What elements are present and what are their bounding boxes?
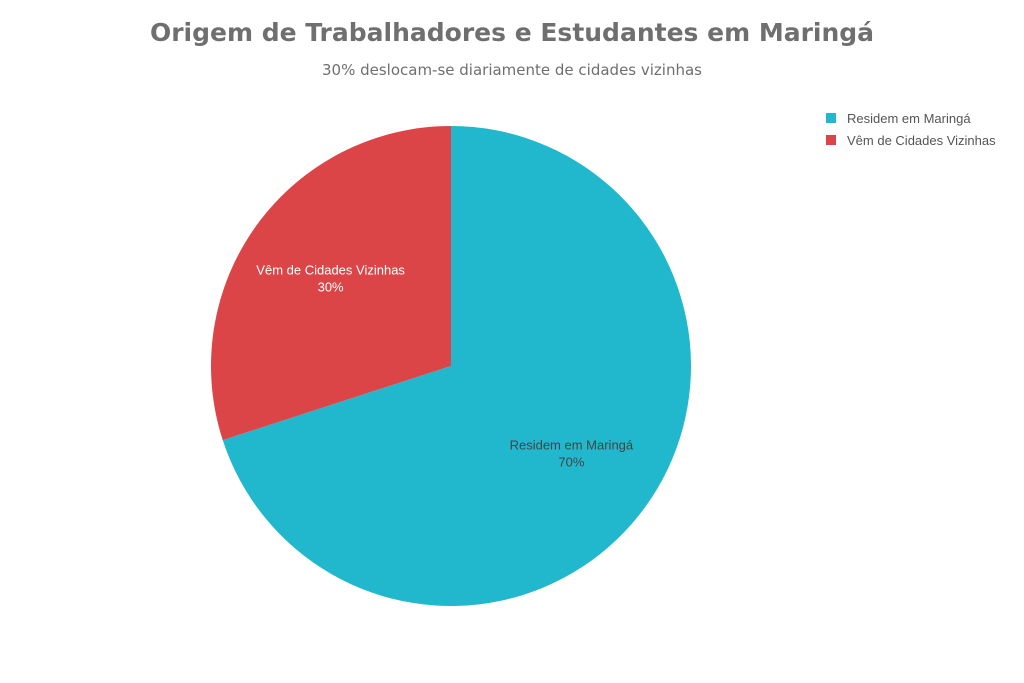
pie-value-vizinhas: 30% xyxy=(318,280,344,295)
pie-label-vizinhas: Vêm de Cidades Vizinhas xyxy=(256,263,405,278)
legend-item-vizinhas[interactable]: Vêm de Cidades Vizinhas xyxy=(826,129,996,151)
chart-title: Origem de Trabalhadores e Estudantes em … xyxy=(149,18,875,47)
chart-subtitle: 30% deslocam-se diariamente de cidades v… xyxy=(321,61,702,79)
pie-label-residem: Residem em Maringá xyxy=(510,437,634,452)
legend: Residem em Maringá Vêm de Cidades Vizinh… xyxy=(826,107,996,151)
pie-value-residem: 70% xyxy=(558,454,584,469)
legend-label-residem: Residem em Maringá xyxy=(847,110,971,126)
legend-swatch-residem xyxy=(826,113,836,123)
pie-slice-vizinhas[interactable] xyxy=(210,126,451,441)
legend-item-residem[interactable]: Residem em Maringá xyxy=(826,107,996,129)
legend-swatch-vizinhas xyxy=(826,135,836,145)
pie-slice-residem[interactable] xyxy=(222,126,691,606)
legend-label-vizinhas: Vêm de Cidades Vizinhas xyxy=(847,132,996,148)
